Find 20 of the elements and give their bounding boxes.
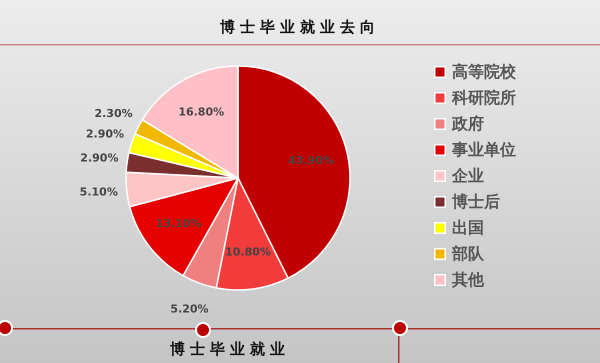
data-label: 43.90% xyxy=(288,154,334,167)
data-label: 2.90% xyxy=(80,151,118,164)
legend-label: 政府 xyxy=(451,114,484,133)
data-label: 5.20% xyxy=(170,302,209,316)
legend-label: 其他 xyxy=(451,270,485,289)
text: 博士毕业就业 xyxy=(169,340,291,359)
legend-label: 高等院校 xyxy=(452,62,517,81)
legend-label: 博士后 xyxy=(451,192,500,211)
data-label: 16.80% xyxy=(178,106,224,119)
chart-title: 博士毕业就业去向 xyxy=(219,18,381,37)
legend-label: 事业单位 xyxy=(451,140,516,159)
data-label: 2.30% xyxy=(94,106,133,120)
data-label: 10.80% xyxy=(225,245,271,258)
legend-label: 科研院所 xyxy=(451,88,516,107)
legend-label: 部队 xyxy=(451,244,485,263)
legend-label: 企业 xyxy=(451,166,484,185)
legend-label: 出国 xyxy=(452,218,484,237)
data-label: 5.10% xyxy=(80,185,118,198)
data-label: 13.10% xyxy=(156,216,202,230)
data-label: 2.90% xyxy=(86,127,124,140)
